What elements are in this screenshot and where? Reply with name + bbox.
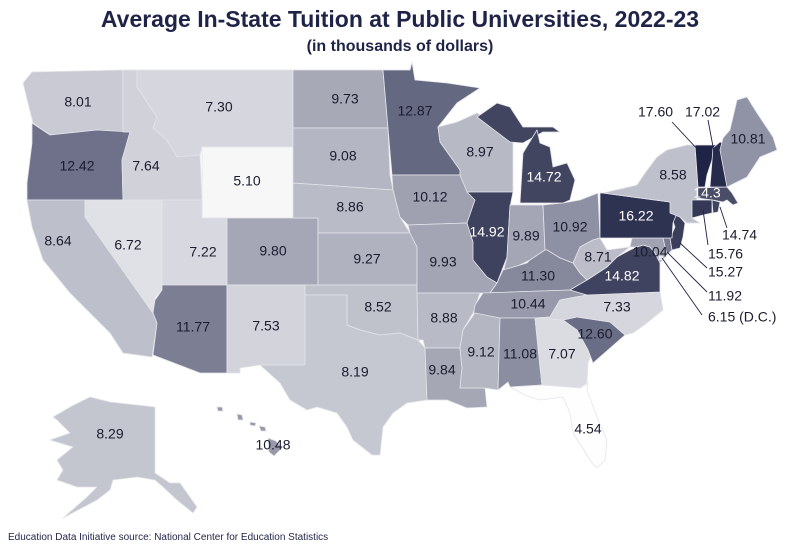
state-ri xyxy=(711,199,721,214)
value-label-ks: 9.27 xyxy=(353,251,380,267)
state-ma xyxy=(696,186,739,206)
value-label-nj: 15.27 xyxy=(708,264,743,280)
value-label-nh: 17.02 xyxy=(685,104,720,120)
value-label-fl: 4.54 xyxy=(574,421,601,437)
state-mi-part-1 xyxy=(476,102,561,144)
value-label-tx: 8.19 xyxy=(341,364,368,380)
value-label-sd: 9.08 xyxy=(329,148,356,164)
leader-line-ct xyxy=(702,209,709,246)
chart-subtitle: (in thousands of dollars) xyxy=(306,38,494,55)
value-label-pa: 16.22 xyxy=(618,208,653,224)
value-label-az: 11.77 xyxy=(176,319,210,335)
state-hi-part-5 xyxy=(267,437,283,457)
state-tx xyxy=(259,294,428,456)
value-label-wy: 5.10 xyxy=(233,173,260,189)
state-nj xyxy=(669,212,686,251)
leader-line-dc xyxy=(661,257,703,316)
value-label-oh: 10.92 xyxy=(552,219,587,235)
value-label-ak: 8.29 xyxy=(96,426,123,442)
value-label-id: 7.64 xyxy=(132,158,159,174)
value-label-ri: 14.74 xyxy=(722,227,757,243)
value-label-de: 11.92 xyxy=(708,288,742,304)
state-hi-part-2 xyxy=(236,413,244,421)
value-label-dc: 6.15 (D.C.) xyxy=(708,309,776,325)
state-mi-part-2 xyxy=(519,129,576,204)
value-label-mo: 9.93 xyxy=(429,254,456,270)
value-label-ut: 7.22 xyxy=(189,244,216,260)
leader-line-vt xyxy=(671,121,701,153)
state-me xyxy=(719,96,778,188)
state-hi-part-3 xyxy=(249,421,257,427)
value-label-la: 9.84 xyxy=(428,362,455,378)
value-label-va: 14.82 xyxy=(604,268,639,284)
value-label-hi: 10.48 xyxy=(255,437,290,453)
value-label-mi: 14.72 xyxy=(526,169,561,185)
value-label-or: 12.42 xyxy=(59,158,94,174)
value-label-ny: 8.58 xyxy=(659,167,686,183)
value-label-mn: 12.87 xyxy=(397,103,432,119)
source-note: Education Data Initiative source: Nation… xyxy=(8,532,329,543)
state-ct xyxy=(691,199,713,219)
value-label-ms: 9.12 xyxy=(467,344,494,360)
value-label-wa: 8.01 xyxy=(64,94,91,110)
value-label-wv: 8.71 xyxy=(584,249,611,265)
state-ak xyxy=(49,396,198,519)
state-fl xyxy=(509,382,608,469)
leader-line-ri xyxy=(719,206,728,229)
value-label-il: 14.92 xyxy=(469,224,504,240)
leader-line-nh xyxy=(707,119,715,153)
value-label-ky: 11.30 xyxy=(521,268,555,284)
value-label-ga: 7.07 xyxy=(548,346,575,362)
state-hi-part-1 xyxy=(216,406,224,412)
state-hi-part-4 xyxy=(258,425,267,432)
value-label-al: 11.08 xyxy=(503,346,537,362)
value-label-sc: 12.60 xyxy=(577,326,612,342)
value-label-nv: 6.72 xyxy=(114,237,141,253)
value-label-ne: 8.86 xyxy=(336,199,363,215)
leader-line-nj xyxy=(679,242,708,269)
value-label-in: 9.89 xyxy=(512,228,539,244)
value-label-co: 9.80 xyxy=(259,243,286,259)
value-label-ma: 14.3 xyxy=(693,185,720,201)
value-label-ok: 8.52 xyxy=(364,299,391,315)
value-label-nc: 7.33 xyxy=(603,299,630,315)
value-label-mt: 7.30 xyxy=(205,99,232,115)
value-label-tn: 10.44 xyxy=(510,296,545,312)
state-sd xyxy=(292,127,394,191)
value-label-ia: 10.12 xyxy=(412,189,447,205)
value-label-vt: 17.60 xyxy=(638,104,673,120)
value-label-ar: 8.88 xyxy=(430,310,457,326)
value-label-ct: 15.76 xyxy=(708,246,743,262)
state-il xyxy=(466,191,514,284)
chart-title: Average In-State Tuition at Public Unive… xyxy=(100,6,700,32)
value-label-nm: 7.53 xyxy=(252,318,279,334)
leader-line-de xyxy=(666,251,708,293)
value-label-md: 10.04 xyxy=(632,244,667,260)
value-label-wi: 8.97 xyxy=(466,144,493,160)
value-label-nd: 9.73 xyxy=(331,91,358,107)
value-label-ca: 8.64 xyxy=(44,233,71,249)
value-label-me: 10.81 xyxy=(730,131,765,147)
